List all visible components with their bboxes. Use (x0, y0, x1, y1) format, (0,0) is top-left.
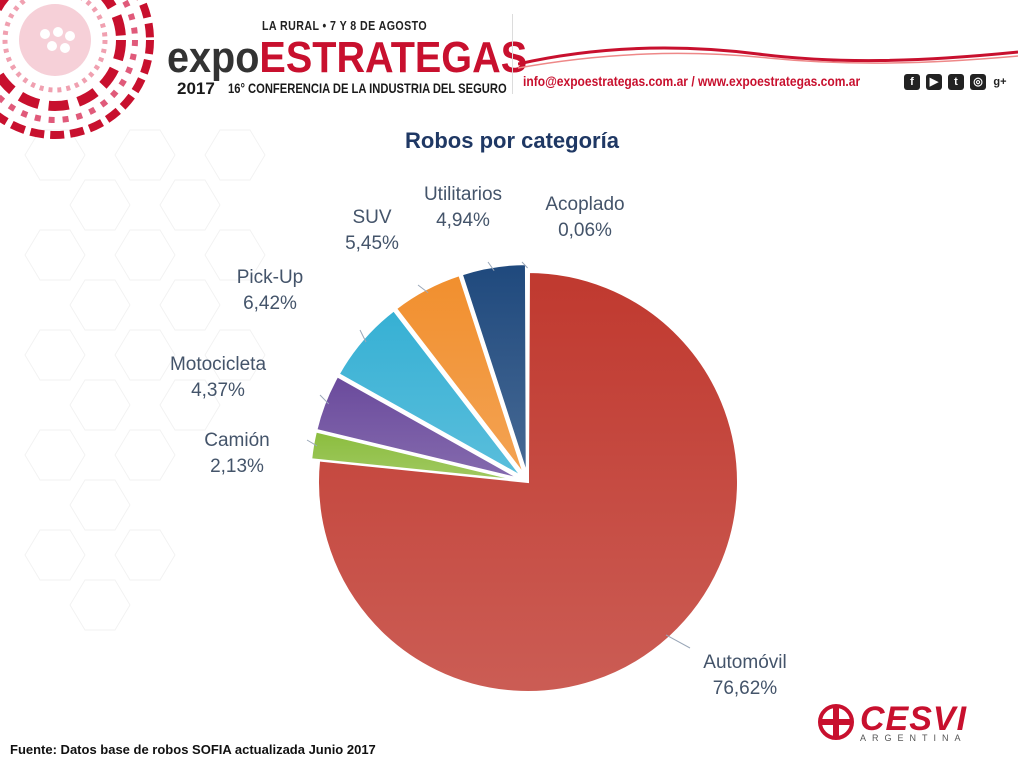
social-icons: f ▶ t ◎ g+ (904, 74, 1008, 90)
slice-label: SUV (352, 207, 391, 228)
leader-line (306, 439, 318, 447)
event-year: 2017 (177, 79, 215, 98)
logo-part-estrategas: ESTRATEGAS (259, 33, 528, 82)
decorative-circle-graphic (0, 0, 154, 139)
pie-slice-pickup (337, 309, 523, 478)
slice-value-label: 4,37% (191, 380, 245, 401)
slice-label: Acoplado (545, 194, 624, 215)
twitter-icon[interactable]: t (948, 74, 964, 90)
pie-slice-utilitarios (460, 263, 528, 475)
data-source-note: Fuente: Datos base de robos SOFIA actual… (10, 742, 376, 757)
logo-part-expo: expo (167, 33, 260, 82)
slice-value-label: 76,62% (713, 678, 778, 699)
header-banner: LA RURAL • 7 Y 8 DE AGOSTO expoESTRATEGA… (0, 0, 1024, 139)
leader-line (319, 394, 330, 405)
slice-value-label: 2,13% (210, 456, 264, 477)
cesvi-logo-subtext: ARGENTINA (860, 733, 967, 743)
cesvi-logo-icon (818, 704, 854, 740)
leader-line (359, 329, 367, 343)
slice-value-label: 5,45% (345, 233, 399, 254)
pie-slice-automvil (317, 270, 739, 693)
pie-slice-acoplado (526, 262, 531, 475)
event-logo: expoESTRATEGAS (167, 36, 527, 80)
pie-slice-camin (310, 430, 521, 482)
google-plus-icon[interactable]: g+ (992, 74, 1008, 90)
leader-line (417, 284, 429, 294)
red-swoosh-decoration (518, 46, 1018, 69)
slice-value-label: 4,94% (436, 210, 490, 231)
background-pattern (24, 129, 266, 631)
facebook-icon[interactable]: f (904, 74, 920, 90)
header-divider (512, 14, 513, 94)
leader-line (487, 261, 495, 271)
youtube-icon[interactable]: ▶ (926, 74, 942, 90)
event-date-location: LA RURAL • 7 Y 8 DE AGOSTO (262, 18, 428, 33)
contact-links[interactable]: info@expoestrategas.com.ar / www.expoest… (523, 73, 861, 89)
cesvi-logo-text: CESVI (860, 700, 968, 738)
instagram-icon[interactable]: ◎ (970, 74, 986, 90)
slice-label: Automóvil (703, 652, 786, 673)
leader-line (665, 634, 691, 649)
pie-slice-motocicleta (315, 375, 522, 481)
slice-value-label: 0,06% (558, 220, 612, 241)
slice-label: Camión (204, 430, 269, 451)
slice-label: Utilitarios (424, 184, 502, 205)
conference-subtitle: 16° CONFERENCIA DE LA INDUSTRIA DEL SEGU… (228, 80, 507, 96)
slice-label: Motocicleta (170, 354, 267, 375)
chart-title: Robos por categoría (405, 128, 619, 153)
leader-line (521, 261, 528, 269)
pie-slice-suv (394, 273, 526, 476)
slice-value-label: 6,42% (243, 293, 297, 314)
slice-label: Pick-Up (237, 267, 304, 288)
